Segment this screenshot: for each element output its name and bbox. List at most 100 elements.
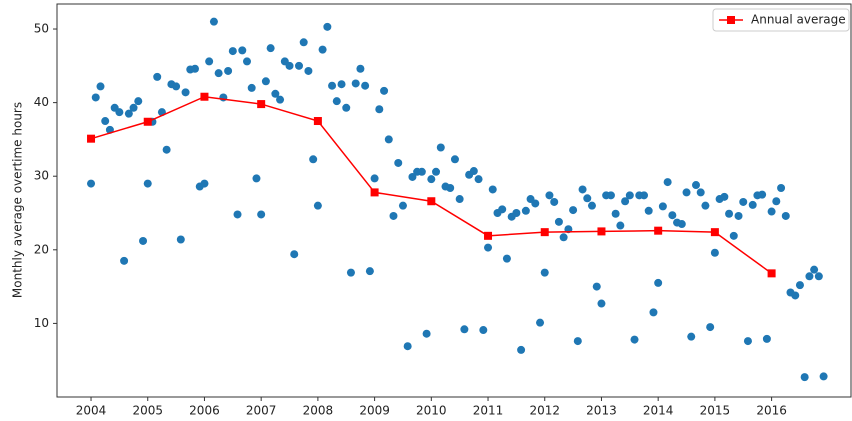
x-tick-label: 2007 xyxy=(246,404,277,418)
x-tick-label: 2006 xyxy=(189,404,220,418)
average-marker xyxy=(484,231,493,240)
average-marker xyxy=(200,92,209,101)
scatter-point xyxy=(720,192,729,201)
scatter-point xyxy=(252,174,261,183)
scatter-point xyxy=(795,281,804,290)
scatter-point xyxy=(276,95,285,104)
scatter-point xyxy=(517,345,526,354)
scatter-point xyxy=(583,194,592,203)
scatter-point xyxy=(294,61,303,70)
legend-box xyxy=(712,8,850,32)
scatter-point xyxy=(460,325,469,334)
scatter-point xyxy=(101,117,110,126)
scatter-point xyxy=(370,174,379,183)
y-tick-label: 50 xyxy=(34,22,49,36)
scatter-point xyxy=(328,81,337,90)
average-marker xyxy=(540,228,549,237)
scatter-point xyxy=(205,57,214,66)
scatter-point xyxy=(587,201,596,210)
average-marker xyxy=(427,197,436,206)
average-marker xyxy=(257,100,266,109)
scatter-point xyxy=(228,47,237,56)
scatter-point xyxy=(658,202,667,211)
scatter-point xyxy=(772,197,781,206)
scatter-point xyxy=(682,188,691,197)
scatter-point xyxy=(398,201,407,210)
scatter-point xyxy=(781,211,790,220)
scatter-point xyxy=(389,211,398,220)
average-marker xyxy=(767,269,776,278)
scatter-point xyxy=(616,221,625,230)
scatter-point xyxy=(417,167,426,176)
average-marker xyxy=(313,117,322,126)
average-marker xyxy=(87,134,96,143)
scatter-point xyxy=(233,210,242,219)
scatter-point xyxy=(578,185,587,194)
scatter-point xyxy=(247,83,256,92)
scatter-point xyxy=(356,64,365,73)
scatter-point xyxy=(181,88,190,97)
x-tick-label: 2004 xyxy=(76,404,107,418)
scatter-point xyxy=(479,326,488,335)
scatter-point xyxy=(115,108,124,117)
y-tick-label: 40 xyxy=(34,95,49,109)
scatter-point xyxy=(299,38,308,47)
scatter-point xyxy=(337,80,346,89)
scatter-point xyxy=(696,188,705,197)
scatter-point xyxy=(777,183,786,192)
scatter-point xyxy=(559,233,568,242)
y-tick-label: 10 xyxy=(34,316,49,330)
scatter-point xyxy=(432,167,441,176)
scatter-point xyxy=(725,209,734,218)
scatter-point xyxy=(800,373,809,382)
scatter-point xyxy=(498,205,507,214)
scatter-point xyxy=(592,282,601,291)
scatter-point xyxy=(484,243,493,252)
scatter-point xyxy=(91,93,100,102)
scatter-point xyxy=(422,329,431,338)
scatter-point xyxy=(654,278,663,287)
scatter-point xyxy=(313,201,322,210)
x-tick-label: 2015 xyxy=(700,404,731,418)
scatter-point xyxy=(346,268,355,277)
scatter-point xyxy=(403,342,412,351)
scatter-point xyxy=(271,89,280,98)
scatter-point xyxy=(639,191,648,200)
x-tick-label: 2005 xyxy=(132,404,163,418)
x-tick-label: 2009 xyxy=(359,404,390,418)
scatter-point xyxy=(450,155,459,164)
scatter-point xyxy=(134,97,143,106)
scatter-point xyxy=(791,291,800,300)
scatter-point xyxy=(209,17,218,26)
scatter-point xyxy=(96,82,105,91)
scatter-point xyxy=(120,256,129,265)
scatter-point xyxy=(512,209,521,218)
scatter-point xyxy=(200,179,209,188)
scatter-point xyxy=(644,206,653,215)
scatter-point xyxy=(536,318,545,327)
scatter-point xyxy=(380,86,389,95)
average-marker xyxy=(370,188,379,197)
scatter-point xyxy=(257,210,266,219)
scatter-point xyxy=(550,197,559,206)
scatter-point xyxy=(427,175,436,184)
scatter-point xyxy=(748,200,757,209)
scatter-point xyxy=(446,183,455,192)
x-tick-label: 2012 xyxy=(529,404,560,418)
scatter-point xyxy=(304,66,313,75)
scatter-point xyxy=(677,220,686,229)
scatter-point xyxy=(701,201,710,210)
scatter-point xyxy=(238,46,247,55)
scatter-point xyxy=(649,308,658,317)
scatter-point xyxy=(332,97,341,106)
x-tick-label: 2016 xyxy=(756,404,787,418)
scatter-point xyxy=(162,145,171,154)
scatter-point xyxy=(819,372,828,381)
scatter-point xyxy=(502,254,511,263)
scatter-point xyxy=(734,211,743,220)
scatter-point xyxy=(597,299,606,308)
scatter-point xyxy=(739,197,748,206)
scatter-point xyxy=(488,185,497,194)
legend-marker xyxy=(727,16,735,24)
